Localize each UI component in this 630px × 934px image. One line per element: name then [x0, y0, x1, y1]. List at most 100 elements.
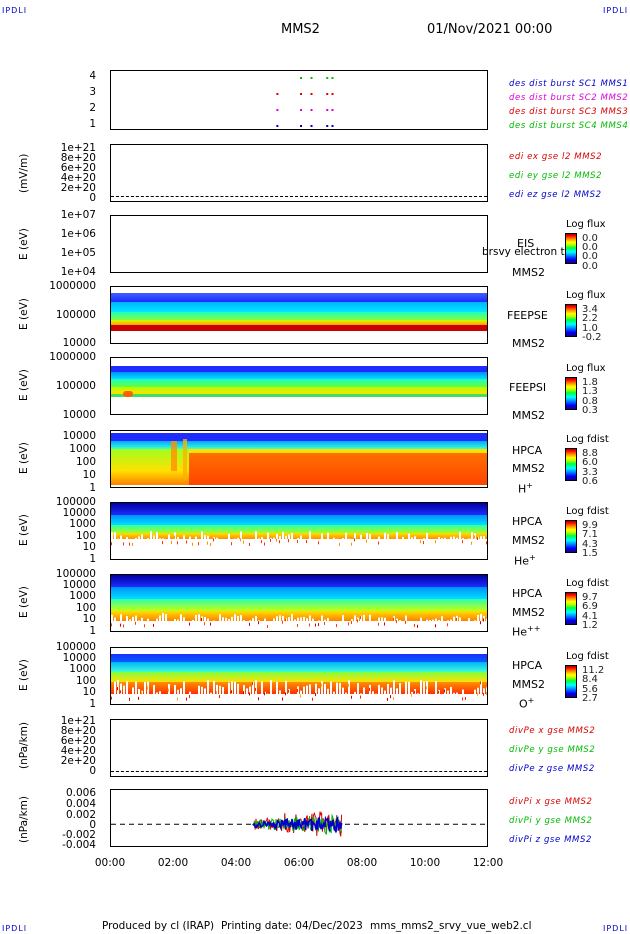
- hpca-he2-ylabel: E (eV): [18, 586, 30, 618]
- spectrogram-gap: [441, 696, 443, 698]
- edi-ytick-2: 8e+20: [60, 152, 96, 164]
- spectrogram-speck: [120, 690, 121, 694]
- burst-marker-mms3: [300, 93, 302, 95]
- spectrogram-gap: [132, 687, 134, 698]
- spectrogram-gap: [156, 532, 158, 543]
- xtick-0000: 00:00: [94, 857, 126, 869]
- spectrogram-speck: [318, 541, 319, 545]
- spectrogram-gap: [330, 624, 332, 625]
- spectrogram-gap: [447, 690, 449, 698]
- hpca-h-colorbar: [565, 448, 577, 481]
- hpca-he-spacecraft-label: MMS2: [512, 534, 545, 547]
- eis-cbar-v4: 0.0: [582, 261, 598, 272]
- spectrogram-gap: [261, 622, 263, 625]
- hpca-h-spacecraft-label: MMS2: [512, 462, 545, 475]
- feepse-cbar-v1: 3.4: [582, 304, 598, 315]
- spectrogram-speck: [312, 697, 313, 701]
- hpca-he2-cbar-v4: 1.2: [582, 620, 598, 631]
- panel-divpe: [110, 719, 488, 777]
- spectrogram-gap: [150, 694, 152, 698]
- hpca-o-cbar-v3: 5.6: [582, 684, 598, 695]
- burst-ytick-4: 4: [89, 70, 96, 82]
- spectrogram-speck: [336, 624, 337, 628]
- spacecraft-title: MMS2: [281, 22, 320, 37]
- spectrogram-speck: [111, 696, 112, 700]
- spectrogram-gap: [180, 541, 182, 543]
- spectrogram-speck: [213, 538, 214, 542]
- edi-legend-1: edi ex gse l2 MMS2: [509, 152, 603, 162]
- hpca-h-ylabel: E (eV): [18, 442, 30, 474]
- spectrogram-speck: [435, 540, 436, 544]
- spectrogram-gap: [225, 617, 227, 625]
- spectrogram-gap: [435, 681, 437, 698]
- burst-ytick-1: 1: [89, 118, 96, 130]
- spectrogram-gap: [429, 540, 431, 543]
- spectrogram-gap: [342, 687, 344, 698]
- feepsi-cbar-v3: 0.8: [582, 396, 598, 407]
- corner-label-top-left: IPDLI: [2, 6, 28, 15]
- spectrogram-gap: [396, 532, 398, 543]
- spectrogram-speck: [111, 623, 112, 627]
- spectrogram-gap: [411, 623, 413, 625]
- spectrogram-gap: [276, 616, 278, 625]
- hpca-h-ytick-5: 1: [89, 482, 96, 494]
- spectrogram-gap: [264, 618, 266, 625]
- spectrogram-gap: [471, 695, 473, 698]
- eis-spacecraft-label: MMS2: [512, 266, 545, 279]
- feepse-label: FEEPSE: [507, 309, 548, 322]
- spectrogram-gap: [363, 687, 365, 698]
- spectrogram-gap: [390, 623, 392, 625]
- spectrogram-speck: [147, 686, 148, 690]
- spectrogram-gap: [189, 691, 191, 698]
- spectrogram-speck: [417, 624, 418, 628]
- spectrogram-gap: [360, 615, 362, 625]
- spectrogram-speck: [249, 692, 250, 696]
- spectrogram-gap: [342, 538, 344, 543]
- divpe-ytick-6: 0: [89, 765, 96, 777]
- spectrogram-gap: [309, 684, 311, 698]
- spectrogram-gap: [219, 614, 221, 625]
- spectrogram-speck: [288, 539, 289, 543]
- spectrogram-speck: [198, 542, 199, 546]
- spectrogram-gap: [414, 536, 416, 543]
- divpi-legend-2: divPi y gse MMS2: [509, 816, 593, 826]
- feepsi-ytick-1: 1000000: [49, 351, 96, 363]
- hpca-o-ytick-5: 10: [82, 686, 96, 698]
- spectrogram-gap: [378, 536, 380, 543]
- spectrogram-gap: [459, 617, 461, 625]
- edi-ytick-1: 1e+21: [60, 142, 96, 154]
- spectrogram-gap: [480, 536, 482, 543]
- spectrogram-gap: [285, 680, 287, 698]
- spectrogram-gap: [396, 688, 398, 698]
- spectrogram-gap: [294, 695, 296, 698]
- spectrogram-speck: [339, 542, 340, 546]
- spectrogram-gap: [183, 535, 185, 543]
- spectrogram-gap: [315, 540, 317, 543]
- spectrogram-gap: [249, 686, 251, 698]
- eis-cbar-v3: 0.0: [582, 251, 598, 262]
- spectrogram-gap: [255, 616, 257, 625]
- divpe-ytick-2: 8e+20: [60, 725, 96, 737]
- burst-marker-mms1: [331, 125, 334, 127]
- spectrogram-gap: [282, 696, 284, 698]
- spectrogram-speck: [297, 689, 298, 693]
- spectrogram-speck: [186, 697, 187, 701]
- eis-cbar-v2: 0.0: [582, 242, 598, 253]
- spectrogram-gap: [228, 682, 230, 698]
- spectrogram-gap: [177, 689, 179, 698]
- spectrogram-speck: [285, 692, 286, 696]
- spectrogram-gap: [342, 615, 344, 625]
- spectrogram-gap: [288, 617, 290, 625]
- spectrogram-speck: [186, 540, 187, 544]
- burst-marker-mms2: [310, 109, 313, 111]
- spectrogram-gap: [183, 681, 185, 698]
- spectrogram-gap: [315, 683, 317, 698]
- spectrogram-speck: [324, 622, 325, 626]
- spectrogram-gap: [330, 681, 332, 698]
- spectrogram-gap: [207, 680, 209, 698]
- spectrogram-gap: [180, 688, 182, 698]
- hpca-he-ytick-3: 1000: [69, 518, 96, 530]
- spectrogram-gap: [216, 622, 218, 625]
- spectrogram-gap: [216, 537, 218, 543]
- spectrogram-speck: [189, 622, 190, 626]
